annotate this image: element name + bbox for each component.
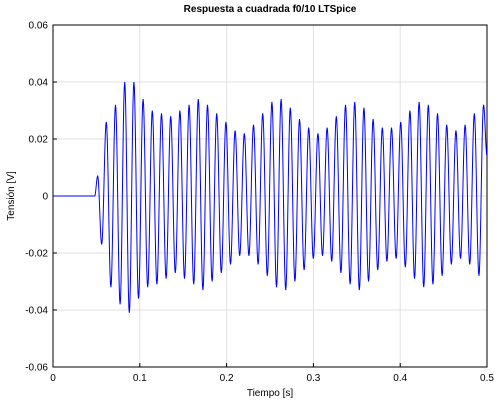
x-axis-label: Tiempo [s] bbox=[247, 388, 294, 399]
y-tick-label: 0.04 bbox=[29, 78, 49, 89]
x-tick-label: 0.1 bbox=[133, 373, 147, 384]
y-tick-label: 0 bbox=[42, 192, 48, 203]
x-tick-label: 0.3 bbox=[306, 373, 320, 384]
y-tick-label: -0.06 bbox=[25, 363, 48, 374]
y-tick-label: -0.04 bbox=[25, 306, 48, 317]
chart-title: Respuesta a cuadrada f0/10 LTSpice bbox=[184, 4, 357, 15]
y-tick-label: -0.02 bbox=[25, 249, 48, 260]
y-tick-label: 0.02 bbox=[29, 135, 49, 146]
x-tick-label: 0 bbox=[50, 373, 56, 384]
x-tick-label: 0.5 bbox=[480, 373, 494, 384]
x-tick-label: 0.4 bbox=[393, 373, 407, 384]
line-series bbox=[53, 81, 488, 313]
y-tick-label: 0.06 bbox=[29, 21, 49, 32]
y-axis-label: Tensión [V] bbox=[6, 171, 17, 221]
x-tick-label: 0.2 bbox=[220, 373, 234, 384]
